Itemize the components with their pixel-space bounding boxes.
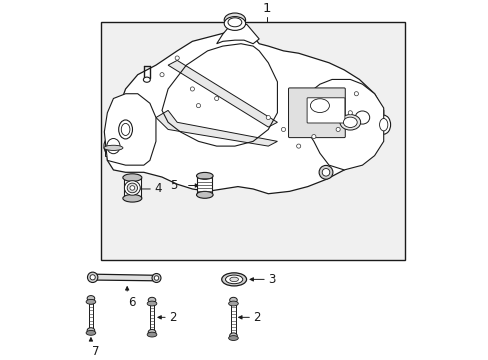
Ellipse shape (175, 56, 179, 60)
Bar (101, 22, 404, 260)
Ellipse shape (379, 118, 387, 131)
Text: 2: 2 (253, 311, 260, 324)
Ellipse shape (127, 183, 137, 193)
Bar (104, 136, 119, 157)
Polygon shape (107, 30, 383, 194)
Text: 5: 5 (170, 179, 178, 192)
Ellipse shape (124, 181, 140, 195)
Ellipse shape (152, 274, 161, 283)
Ellipse shape (87, 296, 95, 301)
FancyBboxPatch shape (288, 88, 345, 138)
Ellipse shape (227, 18, 241, 27)
Ellipse shape (87, 272, 98, 283)
Ellipse shape (196, 192, 213, 198)
Text: 7: 7 (91, 345, 99, 358)
Ellipse shape (104, 135, 122, 157)
Ellipse shape (121, 123, 130, 135)
Ellipse shape (148, 297, 156, 303)
Polygon shape (168, 60, 277, 127)
Ellipse shape (143, 77, 150, 82)
Ellipse shape (281, 127, 285, 131)
Ellipse shape (265, 116, 270, 120)
Ellipse shape (311, 135, 315, 139)
Text: 6: 6 (127, 296, 135, 309)
Bar (149, 303, 154, 333)
Ellipse shape (224, 13, 245, 27)
Bar (123, 177, 141, 198)
Ellipse shape (147, 301, 157, 306)
Ellipse shape (221, 273, 246, 286)
Ellipse shape (354, 92, 358, 96)
Ellipse shape (87, 328, 95, 333)
Ellipse shape (376, 115, 390, 134)
Bar (230, 303, 235, 336)
Polygon shape (91, 274, 158, 281)
Ellipse shape (228, 336, 238, 341)
Ellipse shape (122, 174, 142, 181)
Ellipse shape (190, 87, 194, 91)
Ellipse shape (196, 104, 200, 108)
Bar (88, 302, 93, 331)
Ellipse shape (354, 111, 369, 124)
Ellipse shape (228, 301, 238, 306)
Ellipse shape (310, 99, 329, 113)
Ellipse shape (130, 186, 135, 190)
Ellipse shape (90, 275, 95, 280)
Ellipse shape (322, 168, 329, 176)
Ellipse shape (319, 165, 332, 179)
Polygon shape (216, 22, 259, 44)
Text: 4: 4 (155, 183, 162, 195)
Ellipse shape (86, 300, 96, 304)
FancyBboxPatch shape (306, 98, 344, 123)
Text: 3: 3 (267, 273, 275, 286)
Ellipse shape (229, 277, 238, 282)
Polygon shape (307, 80, 383, 170)
Ellipse shape (86, 330, 96, 335)
Ellipse shape (296, 144, 300, 148)
Ellipse shape (229, 333, 237, 338)
Ellipse shape (343, 117, 356, 127)
Ellipse shape (148, 329, 156, 335)
Ellipse shape (119, 120, 132, 139)
Ellipse shape (347, 111, 352, 115)
Polygon shape (156, 111, 277, 146)
Ellipse shape (147, 332, 157, 337)
Ellipse shape (107, 139, 120, 154)
Ellipse shape (154, 276, 159, 280)
Ellipse shape (214, 96, 218, 100)
Ellipse shape (339, 114, 360, 130)
Ellipse shape (104, 145, 122, 150)
Polygon shape (104, 94, 156, 165)
Bar (197, 176, 212, 195)
Ellipse shape (225, 275, 242, 284)
Ellipse shape (196, 172, 213, 179)
Ellipse shape (335, 127, 340, 131)
Ellipse shape (229, 297, 237, 303)
Ellipse shape (122, 194, 142, 202)
Ellipse shape (160, 73, 164, 77)
Text: 2: 2 (169, 311, 176, 324)
Ellipse shape (224, 17, 245, 30)
Text: 1: 1 (262, 3, 271, 15)
